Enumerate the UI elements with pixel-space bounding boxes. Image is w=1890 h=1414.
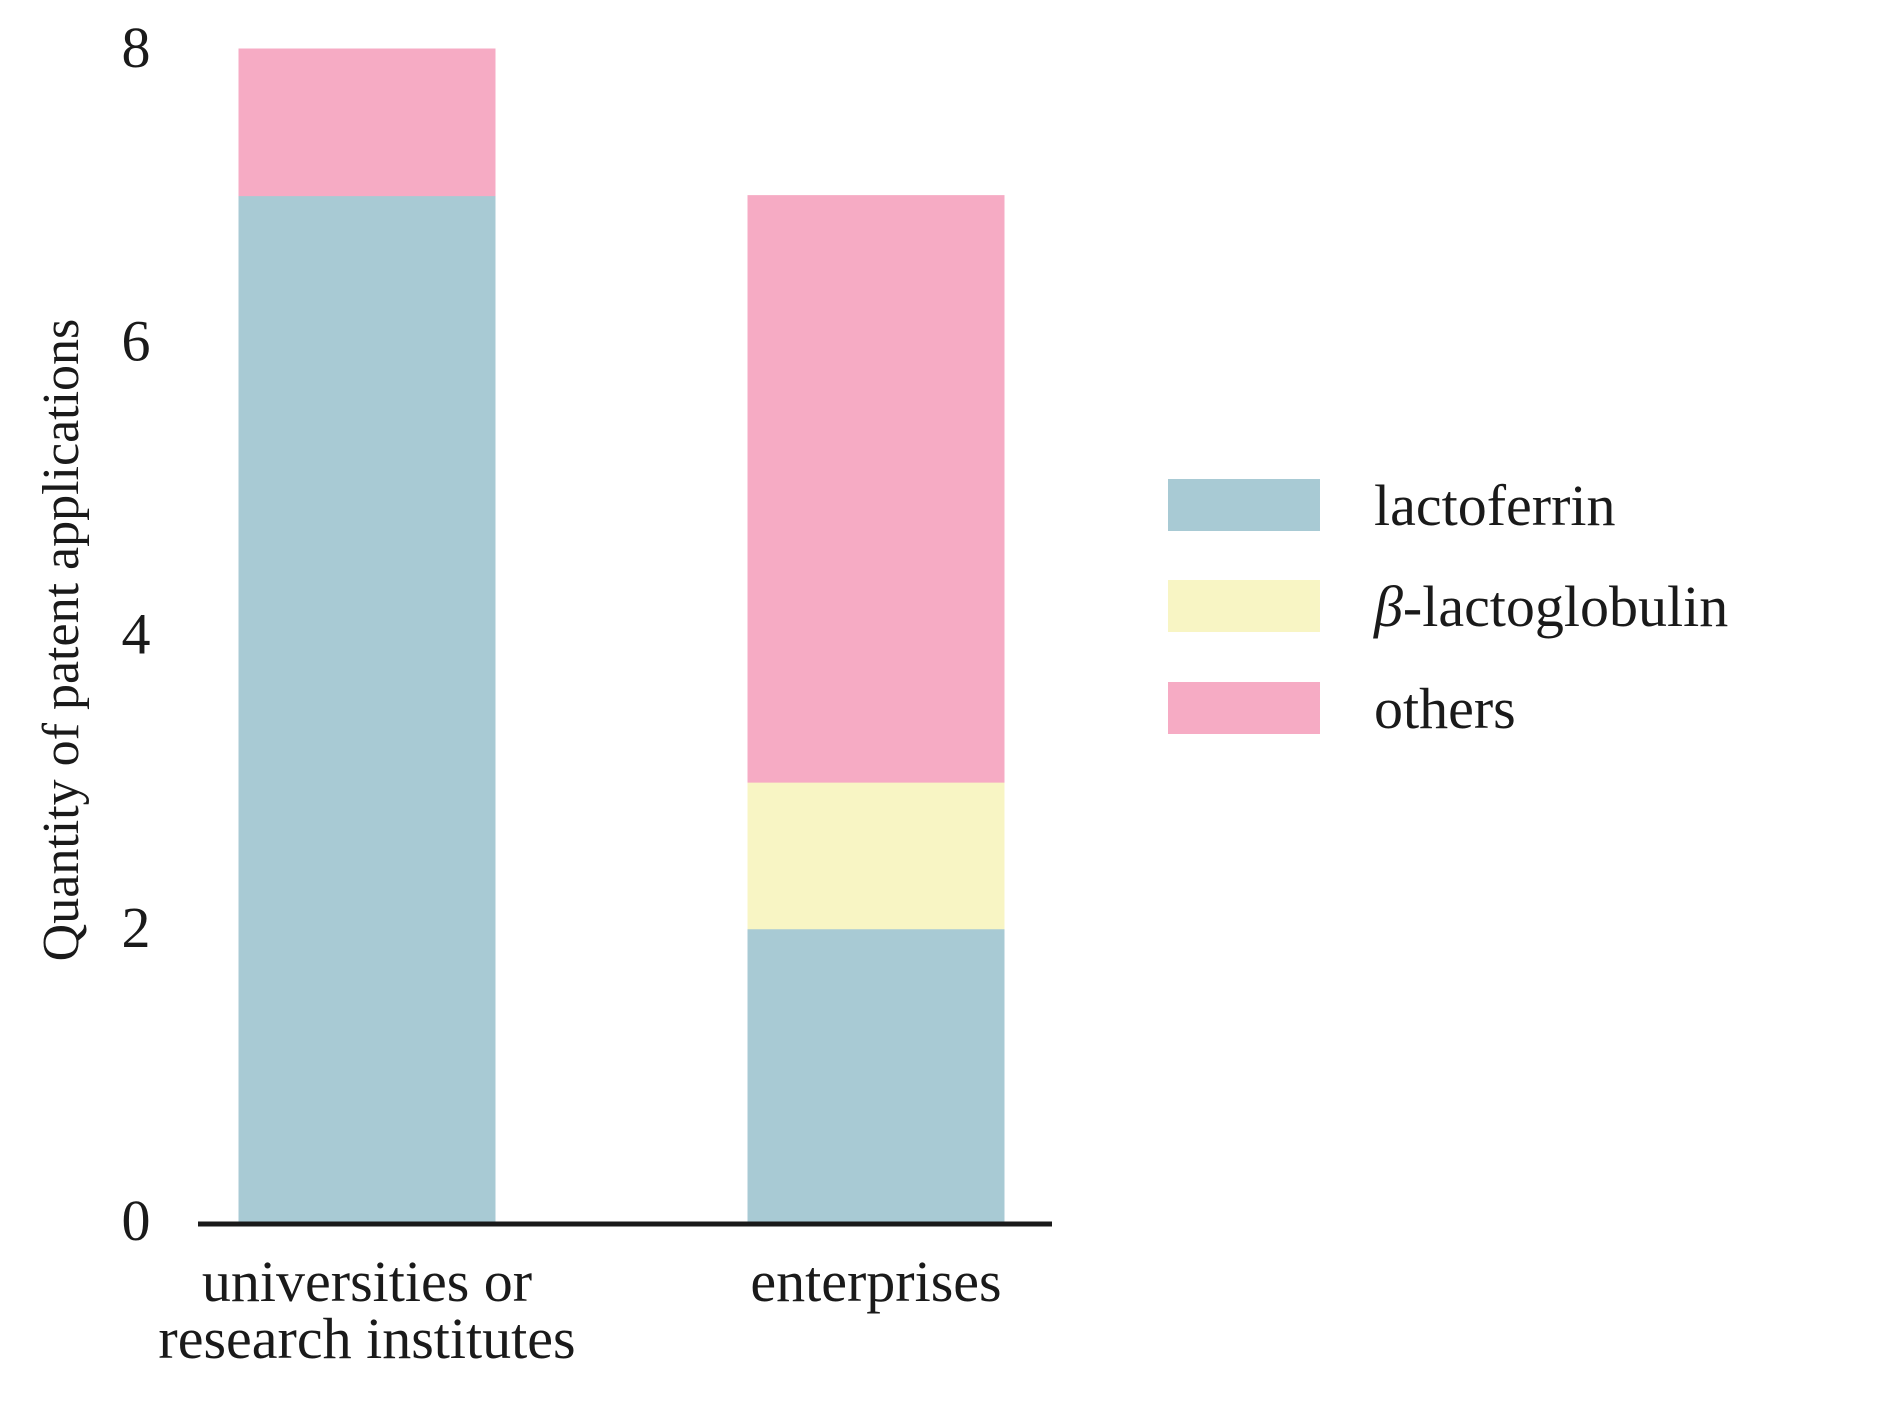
bar-segment-lactoglobulin-1 <box>747 781 1005 930</box>
category-label: enterprises <box>750 1249 1001 1314</box>
y-axis-title: Quantity of patent applications <box>33 319 90 962</box>
legend-swatch <box>1168 682 1320 734</box>
category-label: universities or <box>202 1249 532 1314</box>
y-tick-labels: 0 2 4 6 8 <box>122 15 151 1253</box>
y-tick-label: 2 <box>122 895 151 960</box>
bar-segment-lactoferrin-1 <box>747 928 1005 1223</box>
legend-label-text: lactoferrin <box>1374 473 1616 538</box>
legend-swatch <box>1168 580 1320 632</box>
bar-segment-others-1 <box>747 195 1005 783</box>
bars-group <box>238 48 1005 1223</box>
legend-label-text: others <box>1374 676 1516 741</box>
legend-swatch <box>1168 479 1320 531</box>
legend-label: others <box>1374 676 1516 741</box>
legend-label-greek-prefix: β <box>1373 574 1403 639</box>
y-tick-label: 8 <box>122 15 151 80</box>
y-tick-label: 4 <box>122 602 151 667</box>
legend-label-text: -lactoglobulin <box>1403 574 1728 639</box>
y-tick-label: 6 <box>122 308 151 373</box>
legend-label: β-lactoglobulin <box>1373 574 1728 639</box>
legend-label: lactoferrin <box>1374 473 1616 538</box>
bar-segment-others-0 <box>238 48 496 197</box>
category-label: research institutes <box>158 1306 575 1371</box>
y-tick-label: 0 <box>122 1188 151 1253</box>
bar-segment-lactoferrin-0 <box>238 195 496 1223</box>
legend: lactoferrin β-lactoglobulin others <box>1168 473 1728 741</box>
